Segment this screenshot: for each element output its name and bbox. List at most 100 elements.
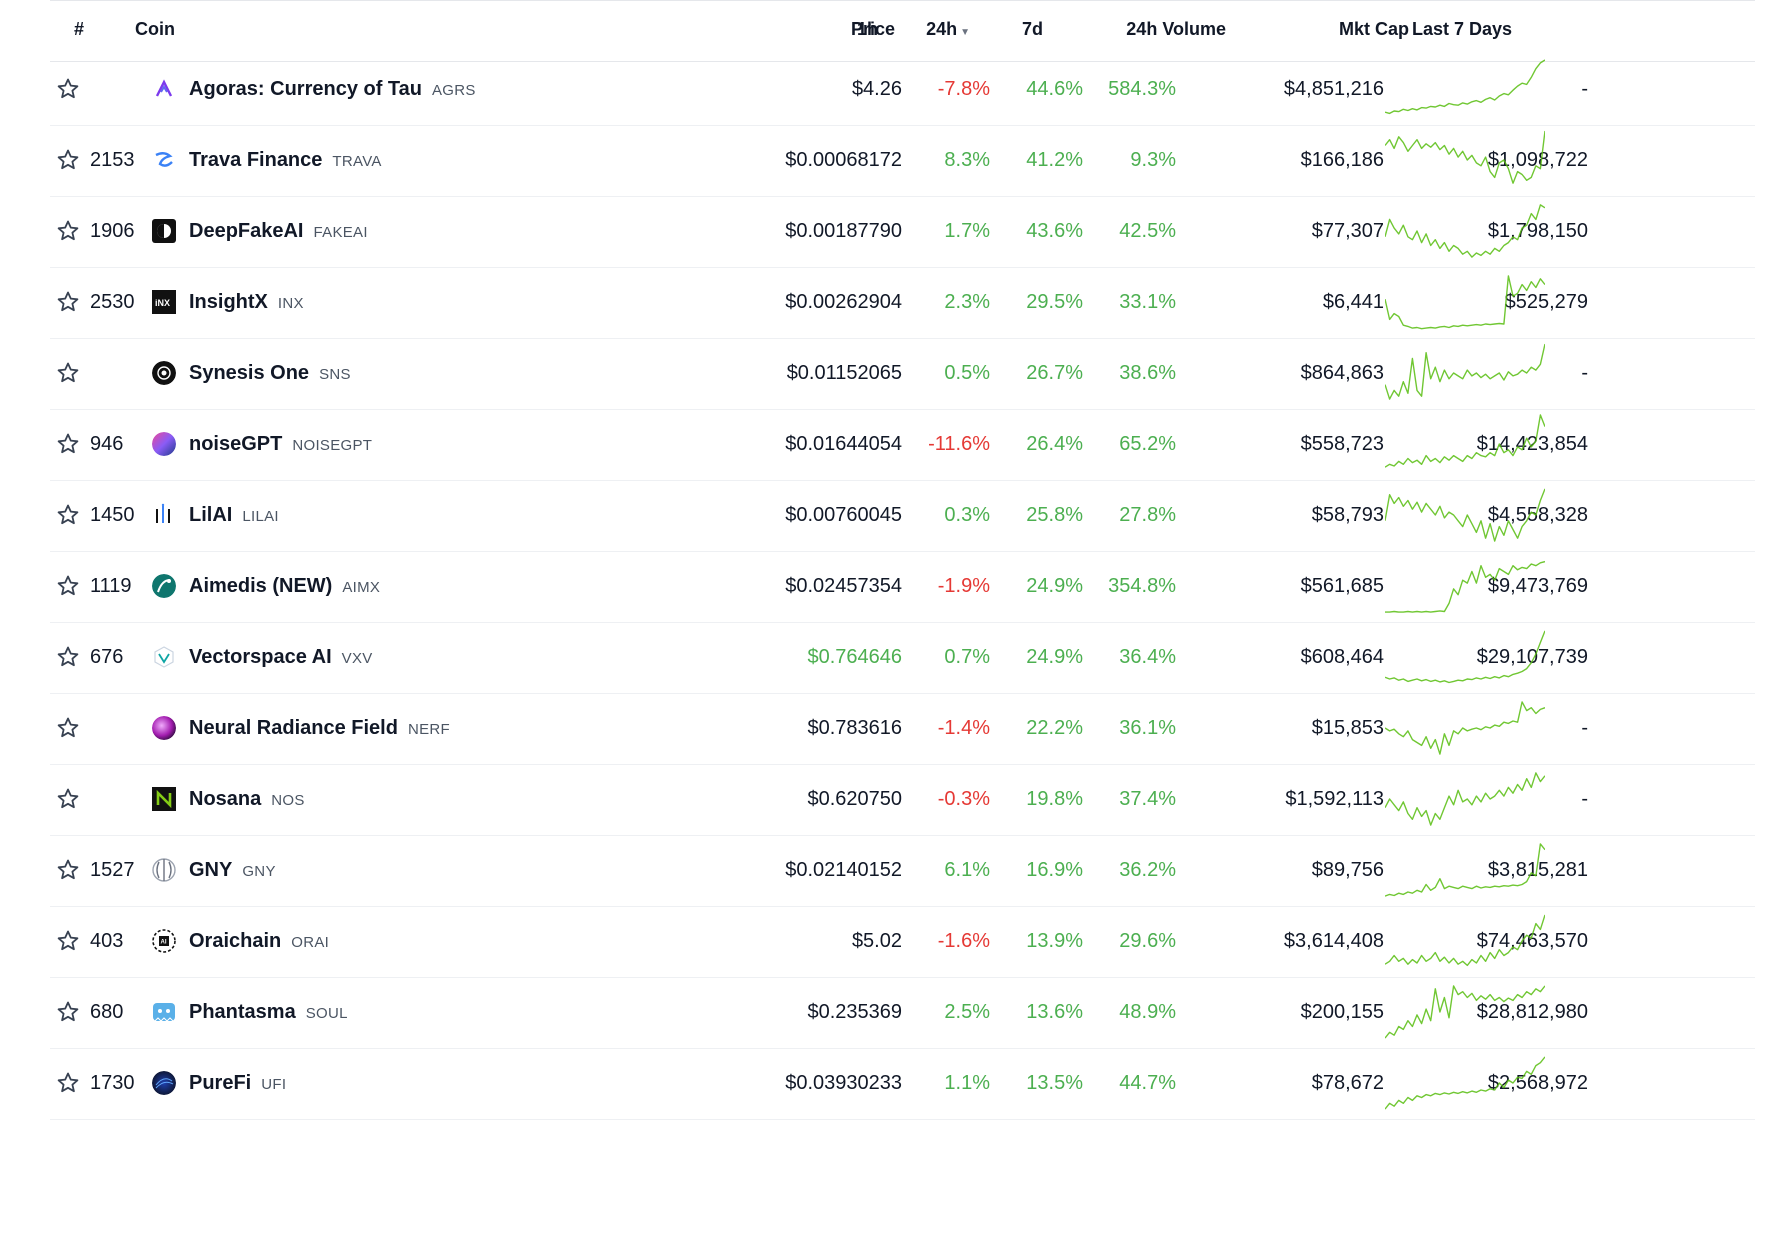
volume-24h: $58,793: [1311, 504, 1384, 526]
market-cap: $14,423,854: [1476, 433, 1588, 455]
coin-name-link[interactable]: DeepFakeAI FAKEAI: [189, 196, 368, 267]
coin-name-link[interactable]: Aimedis (NEW) AIMX: [189, 551, 380, 622]
favorite-star-icon[interactable]: [56, 716, 80, 740]
volume-24h: $6,441: [1322, 291, 1384, 313]
coin-name-link[interactable]: PureFi UFI: [189, 1048, 286, 1119]
header-7d[interactable]: 7d: [1021, 19, 1043, 39]
change-24h: 43.6%: [1026, 220, 1083, 242]
change-1h: 2.5%: [944, 1001, 990, 1023]
coin-rank: 2153: [90, 149, 135, 171]
coin-name: Synesis One: [189, 362, 310, 384]
coin-name-link[interactable]: Agoras: Currency of Tau AGRS: [189, 54, 476, 125]
market-cap: $28,812,980: [1476, 1001, 1588, 1023]
favorite-star-icon[interactable]: [56, 787, 80, 811]
favorite-star-icon[interactable]: [56, 1000, 80, 1024]
coin-name-link[interactable]: Phantasma SOUL: [189, 977, 348, 1048]
favorite-star-icon[interactable]: [56, 77, 80, 101]
coin-symbol: FAKEAI: [313, 224, 368, 241]
market-cap: $525,279: [1504, 291, 1588, 313]
favorite-star-icon[interactable]: [56, 503, 80, 527]
table-row[interactable]: 2530 iNX InsightX INX $0.00262904 2.3% 29…: [50, 267, 1755, 339]
volume-24h: $608,464: [1300, 646, 1384, 668]
header-1h[interactable]: 1h: [856, 19, 878, 39]
coin-rank: 680: [90, 1001, 124, 1023]
change-1h: -11.6%: [928, 433, 990, 455]
table-row[interactable]: 2153 Trava Finance TRAVA $0.00068172 8.3%…: [50, 125, 1755, 197]
table-row[interactable]: Agoras: Currency of Tau AGRS $4.26 -7.8% …: [50, 54, 1755, 126]
coin-name-link[interactable]: Nosana NOS: [189, 764, 305, 835]
sparkline-7d: [1384, 768, 1546, 835]
table-row[interactable]: 1119 Aimedis (NEW) AIMX $0.02457354 -1.9%…: [50, 551, 1755, 623]
favorite-star-icon[interactable]: [56, 432, 80, 456]
change-1h: 0.7%: [944, 646, 990, 668]
table-row[interactable]: 403 AI Oraichain ORAI $5.02 -1.6% 13.9% 2…: [50, 906, 1755, 978]
coin-rank: [90, 764, 150, 835]
header-price[interactable]: Price: [850, 19, 895, 39]
header-24h[interactable]: 24h ▼: [880, 19, 970, 40]
change-24h: 44.6%: [1026, 78, 1083, 100]
favorite-star-icon[interactable]: [56, 219, 80, 243]
table-row[interactable]: 1730 PureFi UFI $0.03930233 1.1% 13.5% 44…: [50, 1048, 1755, 1120]
coin-name: Vectorspace AI: [189, 646, 332, 668]
favorite-star-icon[interactable]: [56, 574, 80, 598]
header-market-cap[interactable]: Mkt Cap: [1338, 19, 1409, 39]
market-cap: -: [1581, 717, 1588, 739]
sparkline-7d: [1384, 697, 1546, 764]
sparkline-7d: [1384, 342, 1546, 409]
coin-name-link[interactable]: InsightX INX: [189, 267, 304, 338]
change-7d: 584.3%: [1108, 78, 1176, 100]
table-row[interactable]: 1906 DeepFakeAI FAKEAI $0.00187790 1.7% 4…: [50, 196, 1755, 268]
change-7d: 354.8%: [1108, 575, 1176, 597]
favorite-star-icon[interactable]: [56, 929, 80, 953]
coin-price: $0.00262904: [785, 291, 902, 313]
coin-symbol: INX: [277, 295, 304, 312]
coin-name-link[interactable]: Oraichain ORAI: [189, 906, 329, 977]
coin-rank: 1527: [90, 859, 135, 881]
change-1h: 1.7%: [944, 220, 990, 242]
favorite-star-icon[interactable]: [56, 148, 80, 172]
coin-price: $0.00187790: [785, 220, 902, 242]
table-row[interactable]: 680 Phantasma SOUL $0.235369 2.5% 13.6% 4…: [50, 977, 1755, 1049]
favorite-star-icon[interactable]: [56, 290, 80, 314]
sparkline-7d: [1384, 626, 1546, 693]
coin-name-link[interactable]: Neural Radiance Field NERF: [189, 693, 450, 764]
table-row[interactable]: 946 noiseGPT NOISEGPT $0.01644054 -11.6% …: [50, 409, 1755, 481]
coin-name: Trava Finance: [189, 149, 323, 171]
coin-name-link[interactable]: noiseGPT NOISEGPT: [189, 409, 372, 480]
change-7d: 29.6%: [1119, 930, 1176, 952]
coin-name-link[interactable]: LilAI LILAI: [189, 480, 279, 551]
favorite-star-icon[interactable]: [56, 1071, 80, 1095]
change-7d: 44.7%: [1119, 1072, 1176, 1094]
header-24h-volume[interactable]: 24h Volume: [1126, 19, 1226, 39]
coin-name-link[interactable]: Synesis One SNS: [189, 338, 351, 409]
change-7d: 27.8%: [1119, 504, 1176, 526]
coin-rank: 946: [90, 433, 124, 455]
coin-name-link[interactable]: Trava Finance TRAVA: [189, 125, 382, 196]
table-row[interactable]: Synesis One SNS $0.01152065 0.5% 26.7% 38…: [50, 338, 1755, 410]
table-row[interactable]: 1527 GNY GNY $0.02140152 6.1% 16.9% 36.2%…: [50, 835, 1755, 907]
change-1h: -7.8%: [937, 78, 990, 100]
vectorspace-logo-icon: [152, 645, 176, 669]
favorite-star-icon[interactable]: [56, 361, 80, 385]
favorite-star-icon[interactable]: [56, 645, 80, 669]
coin-price: $0.620750: [807, 788, 902, 810]
coin-name-link[interactable]: GNY GNY: [189, 835, 276, 906]
coin-rank: [90, 54, 150, 125]
table-row[interactable]: 1450 LilAI LILAI $0.00760045 0.3% 25.8% 2…: [50, 480, 1755, 552]
coin-symbol: ORAI: [291, 934, 330, 951]
favorite-star-icon[interactable]: [56, 858, 80, 882]
table-row[interactable]: Neural Radiance Field NERF $0.783616 -1.4…: [50, 693, 1755, 765]
coin-name-link[interactable]: Vectorspace AI VXV: [189, 622, 373, 693]
nerf-logo-icon: [152, 716, 176, 740]
sort-desc-icon: ▼: [960, 27, 970, 38]
header-rank[interactable]: #: [74, 19, 85, 39]
coin-rank: [90, 693, 150, 764]
header-coin[interactable]: Coin: [135, 19, 175, 39]
change-24h: 19.8%: [1026, 788, 1083, 810]
svg-text:AI: AI: [161, 940, 167, 946]
gny-logo-icon: [152, 858, 176, 882]
table-row[interactable]: 676 Vectorspace AI VXV $0.764646 0.7% 24.…: [50, 622, 1755, 694]
change-1h: 1.1%: [944, 1072, 990, 1094]
table-row[interactable]: Nosana NOS $0.620750 -0.3% 19.8% 37.4% $1…: [50, 764, 1755, 836]
coin-symbol: VXV: [341, 650, 373, 667]
